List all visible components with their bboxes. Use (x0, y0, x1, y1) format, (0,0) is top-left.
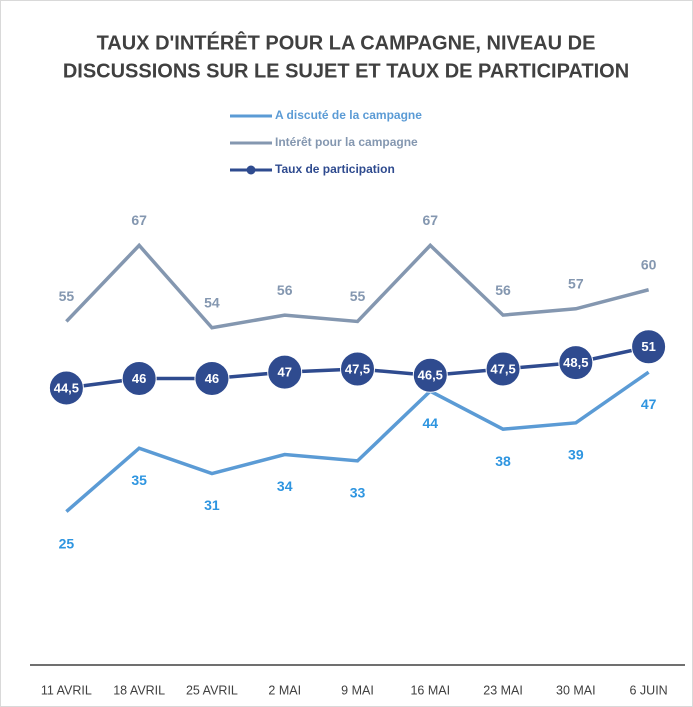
x-tick-label: 2 MAI (268, 683, 301, 697)
data-label: 38 (495, 453, 511, 469)
data-label: 60 (641, 256, 657, 272)
data-label: 35 (131, 472, 147, 488)
point-marker (631, 329, 667, 365)
x-tick-label: 9 MAI (341, 683, 374, 697)
data-label: 56 (277, 282, 293, 298)
x-tick-label: 23 MAI (483, 683, 523, 697)
point-marker (558, 345, 594, 381)
data-label: 47 (641, 396, 657, 412)
x-tick-label: 25 AVRIL (186, 683, 238, 697)
data-label: 47,5 (345, 361, 370, 376)
data-label: 31 (204, 497, 220, 513)
legend-label: A discuté de la campagne (275, 108, 422, 122)
data-label: 54 (204, 294, 220, 310)
x-tick-label: 16 MAI (410, 683, 450, 697)
legend-label: Intérêt pour la campagne (275, 135, 418, 149)
point-marker (412, 357, 448, 393)
point-marker (485, 351, 521, 387)
point-marker (267, 354, 303, 390)
point-marker (194, 360, 230, 396)
chart-title: TAUX D'INTÉRÊT POUR LA CAMPAGNE, NIVEAU … (97, 30, 596, 54)
data-label: 44,5 (54, 380, 79, 395)
data-label: 67 (131, 212, 147, 228)
data-label: 47,5 (490, 361, 515, 376)
point-marker (340, 351, 375, 387)
data-label: 39 (568, 447, 584, 463)
data-label: 55 (350, 288, 366, 304)
series-line (65, 370, 650, 513)
data-label: 51 (641, 339, 655, 354)
data-label: 25 (59, 535, 75, 551)
data-label: 44 (422, 415, 438, 431)
x-tick-label: 11 AVRIL (41, 683, 92, 697)
data-label: 46 (132, 371, 146, 386)
data-label: 46 (205, 371, 219, 386)
series-line (65, 242, 650, 330)
chart-title: DISCUSSIONS SUR LE SUJET ET TAUX DE PART… (63, 60, 629, 82)
data-label: 34 (277, 478, 293, 494)
data-label: 56 (495, 282, 511, 298)
x-tick-label: 18 AVRIL (113, 683, 165, 697)
data-label: 47 (277, 365, 291, 380)
x-tick-label: 30 MAI (556, 683, 596, 697)
data-label: 46,5 (418, 368, 443, 383)
data-label: 57 (568, 275, 584, 291)
data-label: 33 (350, 485, 366, 501)
point-marker (121, 360, 157, 396)
data-label: 48,5 (563, 355, 588, 370)
x-tick-label: 6 JUIN (630, 683, 668, 697)
legend-label: Taux de participation (275, 162, 395, 176)
data-label: 55 (59, 288, 75, 304)
data-label: 67 (422, 212, 438, 228)
legend-marker (246, 165, 256, 175)
point-marker (48, 370, 84, 406)
